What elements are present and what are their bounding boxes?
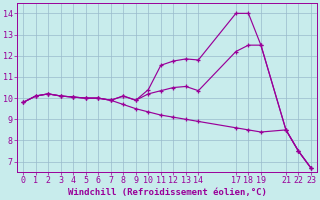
X-axis label: Windchill (Refroidissement éolien,°C): Windchill (Refroidissement éolien,°C) [68, 188, 267, 197]
